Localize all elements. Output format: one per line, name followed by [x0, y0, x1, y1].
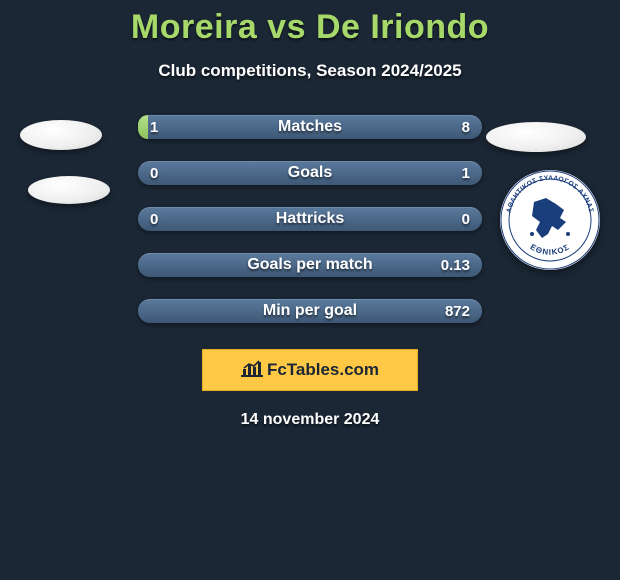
stat-row: 18Matches	[138, 115, 482, 139]
stat-bar-bg	[138, 207, 482, 231]
placeholder-ellipse	[28, 176, 110, 204]
subtitle: Club competitions, Season 2024/2025	[0, 61, 620, 81]
stat-left-value: 0	[150, 207, 158, 231]
svg-text:ΕΘΝΙΚΟΣ: ΕΘΝΙΚΟΣ	[529, 242, 572, 257]
placeholder-ellipse	[20, 120, 102, 150]
stat-bar-fill-left	[138, 115, 148, 139]
date-line: 14 november 2024	[0, 411, 620, 429]
stat-bar-bg	[138, 161, 482, 185]
stat-row: 01Goals	[138, 161, 482, 185]
stat-row: 872Min per goal	[138, 299, 482, 323]
stat-left-value: 0	[150, 161, 158, 185]
placeholder-ellipse	[486, 122, 586, 152]
stat-left-value: 1	[150, 115, 158, 139]
stat-right-value: 0	[462, 207, 470, 231]
stat-bar-bg	[138, 299, 482, 323]
page-title: Moreira vs De Iriondo	[0, 8, 620, 47]
stat-right-value: 0.13	[441, 253, 470, 277]
fctables-chart-icon	[241, 359, 263, 382]
greece-icon	[532, 198, 566, 238]
stat-row: 0.13Goals per match	[138, 253, 482, 277]
fctables-label: FcTables.com	[267, 360, 379, 380]
stat-row: 00Hattricks	[138, 207, 482, 231]
stat-bar-bg	[138, 115, 482, 139]
badge-ring-top-text: ΑΘΛΗΤΙΚΟΣ ΣΥΛΛΟΓΟΣ ΑΧΝΑΣ	[506, 175, 595, 214]
club-badge: ΑΘΛΗΤΙΚΟΣ ΣΥΛΛΟΓΟΣ ΑΧΝΑΣ ΕΘΝΙΚΟΣ	[500, 170, 600, 270]
stat-right-value: 1	[462, 161, 470, 185]
fctables-badge[interactable]: FcTables.com	[202, 349, 418, 391]
badge-ring-bottom-text: ΕΘΝΙΚΟΣ	[529, 242, 572, 257]
stat-right-value: 872	[445, 299, 470, 323]
stat-bar-bg	[138, 253, 482, 277]
club-badge-svg: ΑΘΛΗΤΙΚΟΣ ΣΥΛΛΟΓΟΣ ΑΧΝΑΣ ΕΘΝΙΚΟΣ	[500, 170, 600, 270]
stat-right-value: 8	[462, 115, 470, 139]
svg-text:ΑΘΛΗΤΙΚΟΣ ΣΥΛΛΟΓΟΣ ΑΧΝΑΣ: ΑΘΛΗΤΙΚΟΣ ΣΥΛΛΟΓΟΣ ΑΧΝΑΣ	[506, 175, 595, 214]
